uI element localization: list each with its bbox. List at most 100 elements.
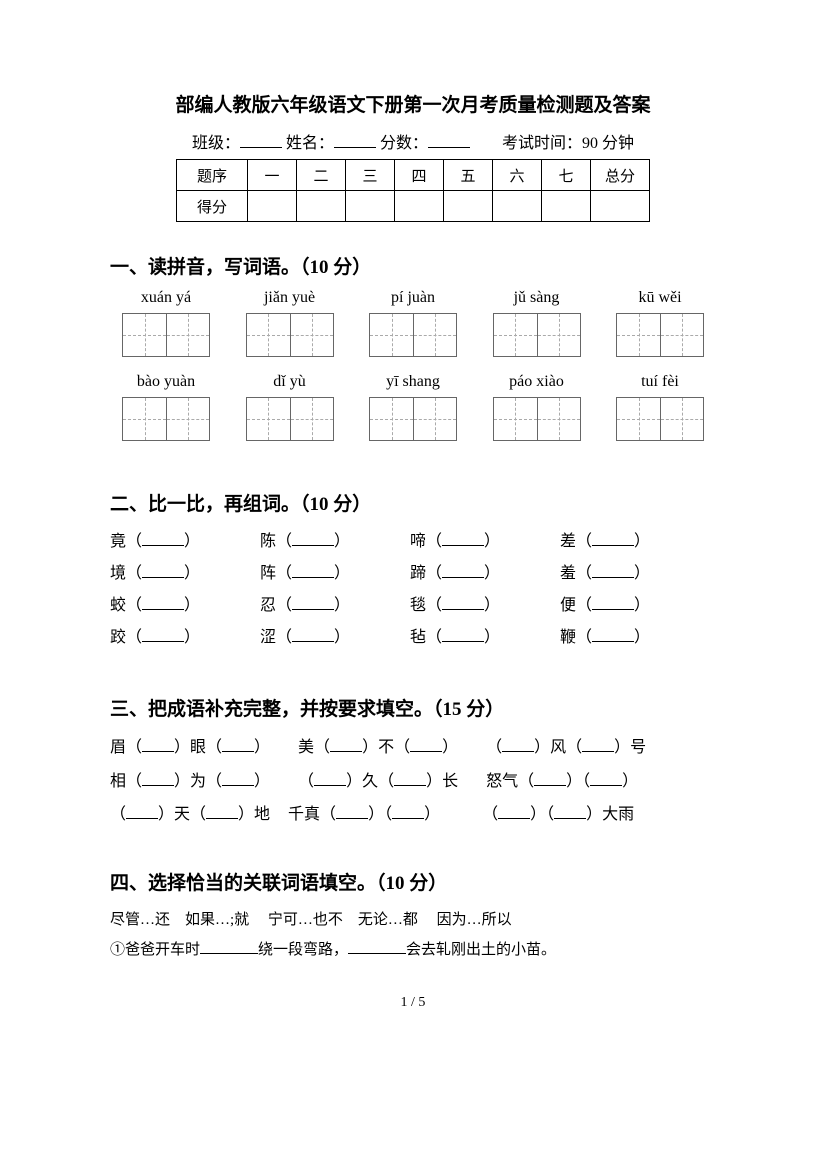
idiom-blank[interactable]	[142, 773, 174, 786]
q2-item: 境（）	[110, 558, 260, 590]
idiom-blank[interactable]	[410, 739, 442, 752]
score-cell[interactable]	[248, 191, 297, 222]
word-blank[interactable]	[442, 533, 484, 546]
pinyin-row: bào yuàn dǐ yù yī shang páo xiào tuí fèi	[110, 373, 716, 391]
word-blank[interactable]	[292, 533, 334, 546]
q1-title: 一、读拼音，写词语。（10 分）	[110, 252, 716, 279]
idiom-blank[interactable]	[314, 773, 346, 786]
char-box-pair[interactable]	[485, 397, 589, 441]
char-box-pair[interactable]	[114, 313, 218, 357]
q4-title: 四、选择恰当的关联词语填空。（10 分）	[110, 868, 716, 895]
q2-item: 差（）	[560, 526, 710, 558]
pinyin: pí juàn	[361, 289, 465, 307]
q2-row: 跤（） 涩（） 毡（） 鞭（）	[110, 622, 716, 654]
pinyin-row: xuán yá jiǎn yuè pí juàn jǔ sàng kū wěi	[110, 289, 716, 307]
pinyin: jǔ sàng	[485, 289, 589, 307]
idiom-blank[interactable]	[330, 739, 362, 752]
idiom-blank[interactable]	[126, 806, 158, 819]
score-blank[interactable]	[428, 133, 470, 148]
th: 一	[248, 160, 297, 191]
char-box-pair[interactable]	[361, 397, 465, 441]
q2-title: 二、比一比，再组词。（10 分）	[110, 489, 716, 516]
word-blank[interactable]	[442, 629, 484, 642]
char-box-pair[interactable]	[238, 397, 342, 441]
score-cell[interactable]	[395, 191, 444, 222]
word-blank[interactable]	[592, 533, 634, 546]
class-blank[interactable]	[240, 133, 282, 148]
idiom-blank[interactable]	[590, 773, 622, 786]
word-blank[interactable]	[442, 597, 484, 610]
info-line: 班级： 姓名： 分数： 考试时间：90 分钟	[110, 129, 716, 153]
class-label: 班级：	[192, 135, 240, 152]
q2-item: 陈（）	[260, 526, 410, 558]
q2-item: 阵（）	[260, 558, 410, 590]
score-table: 题序 一 二 三 四 五 六 七 总分 得分	[176, 159, 650, 222]
idiom-blank[interactable]	[394, 773, 426, 786]
q2-grid: 竟（） 陈（） 啼（） 差（） 境（） 阵（） 蹄（） 羞（） 蛟（） 忍（） …	[110, 526, 716, 654]
score-cell[interactable]	[297, 191, 346, 222]
q4-item: ①爸爸开车时绕一段弯路，会去轧刚出土的小苗。	[110, 935, 716, 965]
time-label: 考试时间：90 分钟	[502, 135, 634, 152]
idiom-blank[interactable]	[498, 806, 530, 819]
idiom-blank[interactable]	[222, 739, 254, 752]
idiom-blank[interactable]	[336, 806, 368, 819]
word-blank[interactable]	[142, 629, 184, 642]
q2-item: 啼（）	[410, 526, 560, 558]
pinyin: xuán yá	[114, 289, 218, 307]
char-box-pair[interactable]	[485, 313, 589, 357]
score-cell[interactable]	[542, 191, 591, 222]
q2-item: 蹄（）	[410, 558, 560, 590]
score-cell[interactable]	[493, 191, 542, 222]
word-blank[interactable]	[142, 565, 184, 578]
q4-body: 尽管…还 如果…;就 宁可…也不 无论…都 因为…所以 ①爸爸开车时绕一段弯路，…	[110, 905, 716, 965]
char-box-pair[interactable]	[608, 313, 712, 357]
q3-title: 三、把成语补充完整，并按要求填空。（15 分）	[110, 694, 716, 721]
score-label: 分数：	[380, 135, 428, 152]
char-box-row	[110, 313, 716, 357]
word-blank[interactable]	[292, 597, 334, 610]
fill-blank[interactable]	[200, 941, 258, 954]
score-cell[interactable]	[346, 191, 395, 222]
idiom-blank[interactable]	[392, 806, 424, 819]
word-blank[interactable]	[442, 565, 484, 578]
score-cell[interactable]	[444, 191, 493, 222]
score-cell[interactable]	[591, 191, 650, 222]
th: 二	[297, 160, 346, 191]
q2-item: 便（）	[560, 590, 710, 622]
word-blank[interactable]	[142, 533, 184, 546]
char-box-pair[interactable]	[608, 397, 712, 441]
pinyin: bào yuàn	[114, 373, 218, 391]
q2-row: 境（） 阵（） 蹄（） 羞（）	[110, 558, 716, 590]
page-number: 1 / 5	[110, 995, 716, 1011]
word-blank[interactable]	[292, 565, 334, 578]
word-blank[interactable]	[592, 597, 634, 610]
table-row: 得分	[177, 191, 650, 222]
q2-item: 毯（）	[410, 590, 560, 622]
idiom-blank[interactable]	[206, 806, 238, 819]
q2-row: 竟（） 陈（） 啼（） 差（）	[110, 526, 716, 558]
char-box-pair[interactable]	[114, 397, 218, 441]
word-blank[interactable]	[592, 629, 634, 642]
th: 四	[395, 160, 444, 191]
char-box-pair[interactable]	[361, 313, 465, 357]
word-blank[interactable]	[142, 597, 184, 610]
name-label: 姓名：	[286, 135, 334, 152]
q3-body: 眉（）眼（） 美（）不（） （）风（）号 相（）为（） （）久（）长 怒气（）（…	[110, 731, 716, 832]
th: 三	[346, 160, 395, 191]
word-blank[interactable]	[292, 629, 334, 642]
char-box-pair[interactable]	[238, 313, 342, 357]
idiom-blank[interactable]	[554, 806, 586, 819]
th-total: 总分	[591, 160, 650, 191]
q2-item: 忍（）	[260, 590, 410, 622]
idiom-blank[interactable]	[582, 739, 614, 752]
q2-row: 蛟（） 忍（） 毯（） 便（）	[110, 590, 716, 622]
idiom-blank[interactable]	[502, 739, 534, 752]
table-row: 题序 一 二 三 四 五 六 七 总分	[177, 160, 650, 191]
word-blank[interactable]	[592, 565, 634, 578]
idiom-blank[interactable]	[142, 739, 174, 752]
idiom-blank[interactable]	[222, 773, 254, 786]
q2-item: 跤（）	[110, 622, 260, 654]
fill-blank[interactable]	[348, 941, 406, 954]
idiom-blank[interactable]	[534, 773, 566, 786]
name-blank[interactable]	[334, 133, 376, 148]
